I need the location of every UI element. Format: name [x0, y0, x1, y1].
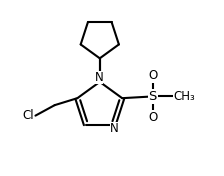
Text: O: O: [148, 69, 157, 82]
Text: N: N: [95, 71, 103, 84]
Text: CH₃: CH₃: [174, 90, 196, 103]
Text: S: S: [149, 90, 157, 103]
Text: N: N: [110, 122, 119, 135]
Text: O: O: [148, 111, 157, 124]
Text: Cl: Cl: [22, 109, 34, 122]
